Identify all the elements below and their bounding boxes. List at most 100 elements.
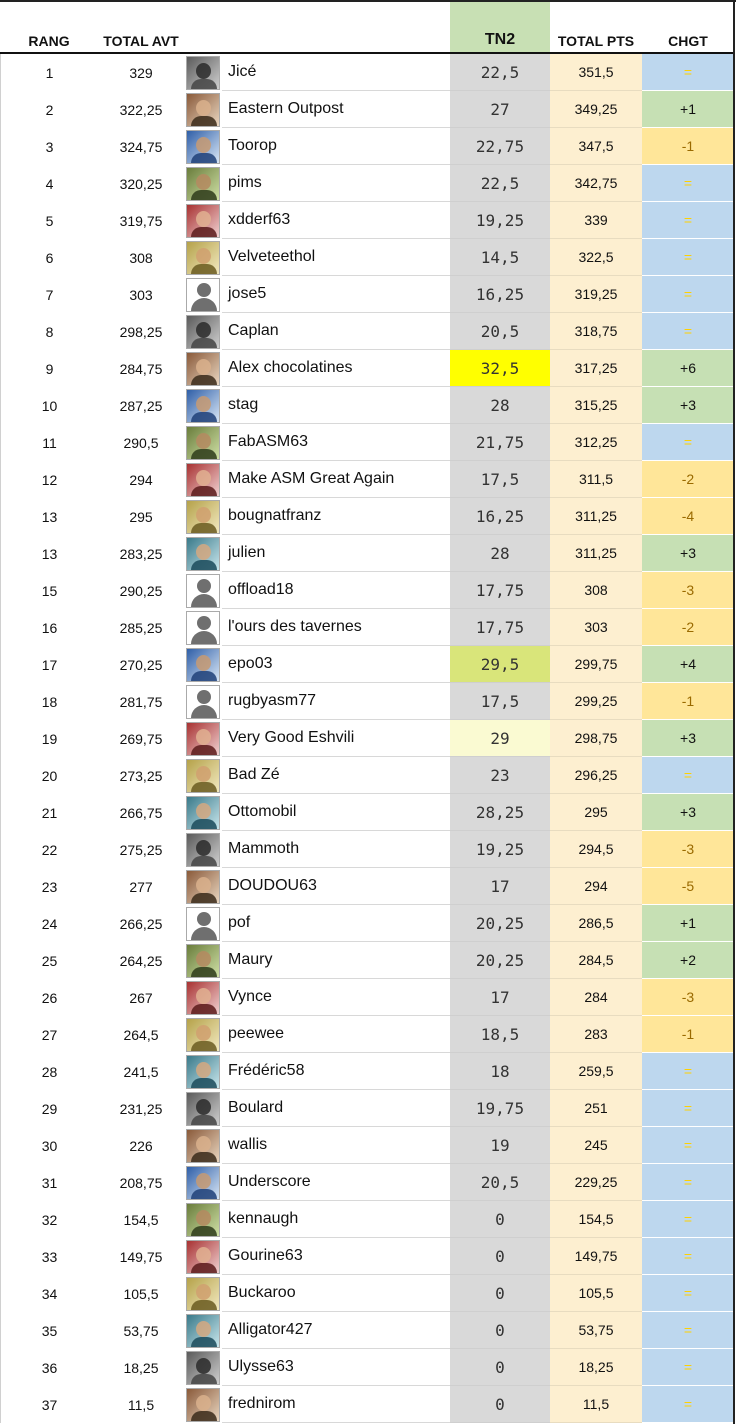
total-pts-cell: 294 [550,868,642,905]
avatar-cell [186,942,222,979]
pirate-flag-avatar [186,240,220,275]
tn2-cell: 20,5 [450,313,550,350]
tn2-cell: 28 [450,535,550,572]
change-cell: = [642,239,734,276]
player-name[interactable]: xdderf63 [222,202,450,239]
player-name[interactable]: Ulysse63 [222,1349,450,1386]
player-name[interactable]: offload18 [222,572,450,609]
rank-cell: 29 [0,1090,98,1127]
player-name[interactable]: Boulard [222,1090,450,1127]
total-avt-cell: 267 [129,989,153,1006]
total-avt-cell: 18,25 [123,1359,159,1376]
total-pts-cell: 105,5 [550,1275,642,1312]
total-avt-cell: 320,25 [119,175,163,192]
total-avt-cell: 264,5 [123,1026,159,1043]
photo-avatar [186,314,220,349]
total-pts-cell: 251 [550,1090,642,1127]
player-name[interactable]: bougnatfranz [222,498,450,535]
player-name[interactable]: wallis [222,1127,450,1164]
player-name[interactable]: stag [222,387,450,424]
table-row: 5 319,75 xdderf63 19,25 339 = [0,202,734,239]
change-cell: -3 [642,979,734,1016]
player-name[interactable]: Velveteethol [222,239,450,276]
total-pts-cell: 342,75 [550,165,642,202]
tn2-cell: 22,75 [450,128,550,165]
player-name[interactable]: rugbyasm77 [222,683,450,720]
player-name[interactable]: DOUDOU63 [222,868,450,905]
table-row: 1 329 Jicé 22,5 351,5 = [0,54,734,91]
change-cell: = [642,424,734,461]
photo-avatar [186,832,220,867]
player-name[interactable]: l'ours des tavernes [222,609,450,646]
avatar-cell [186,387,222,424]
avatar-cell [186,1127,222,1164]
total-pts-cell: 11,5 [550,1386,642,1423]
player-name[interactable]: Buckaroo [222,1275,450,1312]
total-avt-cell: 285,25 [119,619,163,636]
tn2-cell: 14,5 [450,239,550,276]
default-avatar [186,573,220,608]
player-name[interactable]: Caplan [222,313,450,350]
table-row: 12 294 Make ASM Great Again 17,5 311,5 -2 [0,461,734,498]
avatar-cell [186,831,222,868]
player-name[interactable]: epo03 [222,646,450,683]
player-name[interactable]: Vynce [222,979,450,1016]
tn2-cell: 29 [450,720,550,757]
rank-cell: 1 [0,54,98,91]
player-name[interactable]: Gourine63 [222,1238,450,1275]
player-name[interactable]: Eastern Outpost [222,91,450,128]
tn2-cell: 22,5 [450,54,550,91]
table-row: 11 290,5 FabASM63 21,75 312,25 = [0,424,734,461]
avatar-cell [186,1349,222,1386]
player-name[interactable]: frednirom [222,1386,450,1423]
avatar-cell [186,1053,222,1090]
player-name[interactable]: pims [222,165,450,202]
change-cell: +6 [642,350,734,387]
change-cell: +3 [642,720,734,757]
player-name[interactable]: Jicé [222,54,450,91]
player-name[interactable]: Frédéric58 [222,1053,450,1090]
player-name[interactable]: Mammoth [222,831,450,868]
table-row: 34 105,5 Buckaroo 0 105,5 = [0,1275,734,1312]
player-name[interactable]: Toorop [222,128,450,165]
change-cell: -1 [642,128,734,165]
change-cell: = [642,1201,734,1238]
default-avatar [186,277,220,312]
total-pts-cell: 311,5 [550,461,642,498]
player-name[interactable]: Ottomobil [222,794,450,831]
total-avt-cell: 284,75 [119,360,163,377]
player-name[interactable]: pof [222,905,450,942]
total-pts-cell: 284,5 [550,942,642,979]
tn2-cell: 20,5 [450,1164,550,1201]
player-name[interactable]: Bad Zé [222,757,450,794]
avatar-cell [186,1312,222,1349]
photo-avatar [186,1202,220,1237]
rank-cell: 31 [0,1164,98,1201]
table-row: 20 273,25 Bad Zé 23 296,25 = [0,757,734,794]
avatar-cell [186,868,222,905]
player-name[interactable]: Alligator427 [222,1312,450,1349]
avatar-cell [186,646,222,683]
tn2-cell: 20,25 [450,905,550,942]
player-name[interactable]: Make ASM Great Again [222,461,450,498]
total-pts-cell: 298,75 [550,720,642,757]
total-pts-cell: 295 [550,794,642,831]
table-row: 35 53,75 Alligator427 0 53,75 = [0,1312,734,1349]
player-name[interactable]: kennaugh [222,1201,450,1238]
player-name[interactable]: Maury [222,942,450,979]
rank-cell: 11 [0,424,98,461]
player-name[interactable]: peewee [222,1016,450,1053]
change-cell: = [642,1164,734,1201]
tn2-cell: 17,5 [450,461,550,498]
player-name[interactable]: Very Good Eshvili [222,720,450,757]
player-name[interactable]: Underscore [222,1164,450,1201]
player-name[interactable]: Alex chocolatines [222,350,450,387]
total-avt-cell: 294 [129,471,153,488]
total-avt-cell: 226 [129,1137,153,1154]
total-avt-cell: 105,5 [123,1285,159,1302]
player-name[interactable]: FabASM63 [222,424,450,461]
player-name[interactable]: julien [222,535,450,572]
total-pts-cell: 149,75 [550,1238,642,1275]
tn2-cell: 19,25 [450,202,550,239]
player-name[interactable]: jose5 [222,276,450,313]
